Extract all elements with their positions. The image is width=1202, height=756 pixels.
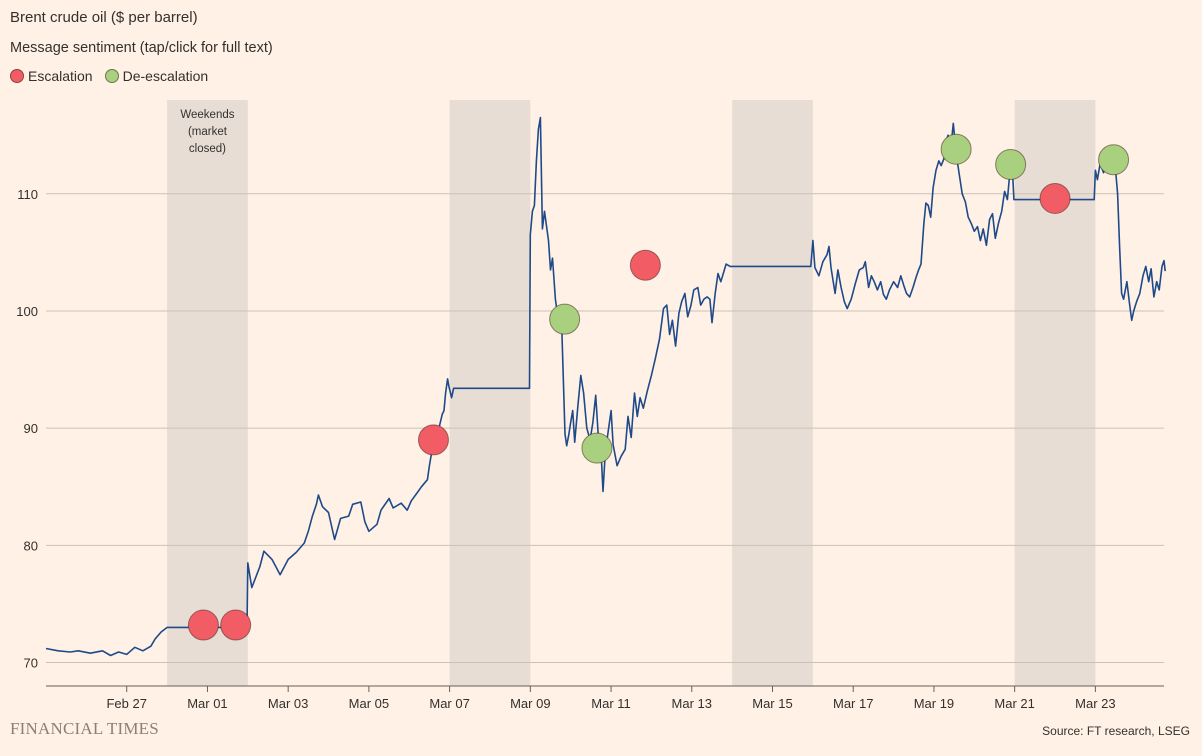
y-tick-label-80: 80: [24, 538, 38, 553]
chart-title: Brent crude oil ($ per barrel): [10, 9, 198, 26]
x-tick-label-0: Feb 27: [106, 696, 146, 711]
legend-label-escalation: Escalation: [28, 68, 93, 84]
x-tick-label-4: Mar 07: [429, 696, 469, 711]
escalation-swatch-icon: [10, 69, 24, 83]
x-tick-label-12: Mar 23: [1075, 696, 1115, 711]
legend-label-de-escalation: De-escalation: [122, 68, 209, 84]
de-escalation-swatch-icon: [104, 69, 119, 83]
ft-logo: FINANCIAL TIMES: [10, 719, 159, 738]
weekend-band-1: [449, 100, 531, 686]
y-tick-label-70: 70: [24, 656, 38, 671]
price-series: [45, 116, 1166, 657]
weekend-band-0: [167, 100, 248, 686]
x-tick-label-3: Mar 05: [349, 696, 389, 711]
x-tick-label-5: Mar 09: [510, 696, 550, 711]
y-tick-label-90: 90: [24, 421, 38, 436]
x-tick-label-1: Mar 01: [187, 696, 227, 711]
de-escalation-marker-7[interactable]: [995, 148, 1027, 180]
de-escalation-marker-6[interactable]: [940, 133, 972, 165]
de-escalation-marker-9[interactable]: [1098, 144, 1130, 176]
escalation-marker-1[interactable]: [220, 609, 252, 641]
x-axis: Feb 27 Mar 01 Mar 03 Mar 05 Mar 07 Mar 09 Mar …: [46, 685, 1164, 711]
x-tick-label-11: Mar 21: [994, 696, 1034, 711]
y-tick-label-110: 110: [17, 187, 38, 202]
weekends-label: Weekends (market closed): [180, 109, 234, 155]
y-tick-label-100: 100: [16, 304, 38, 319]
gridlines: [46, 193, 1164, 664]
de-escalation-marker-4[interactable]: [549, 303, 581, 335]
weekend-band-2: [732, 100, 813, 686]
x-tick-label-8: Mar 15: [752, 696, 792, 711]
x-tick-label-2: Mar 03: [268, 696, 308, 711]
source-note: Source: FT research, LSEG: [1042, 724, 1190, 738]
x-tick-label-6: Mar 11: [591, 696, 631, 711]
escalation-marker-8[interactable]: [1039, 182, 1071, 214]
y-axis-ticks: 70 80 90 100 110: [16, 187, 38, 671]
weekends-annotation: Weekends (market closed): [180, 109, 234, 155]
x-tick-label-9: Mar 17: [833, 696, 873, 711]
weekend-bands: [167, 100, 1096, 686]
chart-subtitle: Message sentiment (tap/click for full te…: [10, 40, 273, 56]
brent-price-line: [45, 116, 1166, 657]
x-tick-label-7: Mar 13: [672, 696, 712, 711]
legend-item-escalation[interactable]: Escalation: [10, 68, 93, 84]
legend: Escalation De-escalation: [10, 68, 220, 84]
de-escalation-marker-5[interactable]: [581, 432, 613, 464]
escalation-marker-2[interactable]: [629, 249, 661, 281]
legend-item-de-escalation[interactable]: De-escalation: [104, 68, 209, 84]
sentiment-markers: [187, 133, 1130, 641]
escalation-marker-0[interactable]: [187, 609, 219, 641]
x-tick-label-10: Mar 19: [914, 696, 954, 711]
escalation-marker-3[interactable]: [417, 424, 449, 456]
